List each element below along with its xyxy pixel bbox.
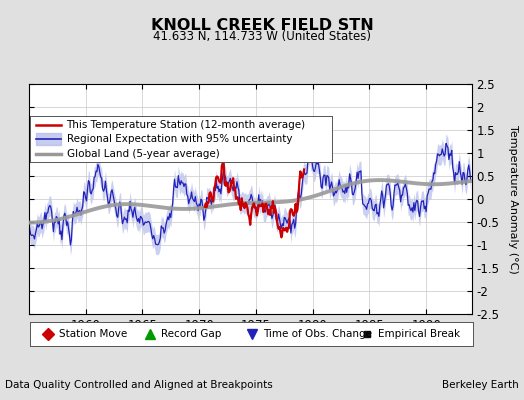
Text: Record Gap: Record Gap xyxy=(161,328,221,338)
Text: Empirical Break: Empirical Break xyxy=(378,328,460,338)
Text: 41.633 N, 114.733 W (United States): 41.633 N, 114.733 W (United States) xyxy=(153,30,371,43)
Y-axis label: Temperature Anomaly (°C): Temperature Anomaly (°C) xyxy=(508,125,518,273)
Text: Station Move: Station Move xyxy=(59,328,127,338)
Text: Data Quality Controlled and Aligned at Breakpoints: Data Quality Controlled and Aligned at B… xyxy=(5,380,273,390)
Text: This Temperature Station (12-month average): This Temperature Station (12-month avera… xyxy=(67,120,305,130)
Text: KNOLL CREEK FIELD STN: KNOLL CREEK FIELD STN xyxy=(150,18,374,33)
Text: Global Land (5-year average): Global Land (5-year average) xyxy=(67,149,220,159)
Text: Time of Obs. Change: Time of Obs. Change xyxy=(263,328,372,338)
Text: Berkeley Earth: Berkeley Earth xyxy=(442,380,519,390)
Text: Regional Expectation with 95% uncertainty: Regional Expectation with 95% uncertaint… xyxy=(67,134,292,144)
